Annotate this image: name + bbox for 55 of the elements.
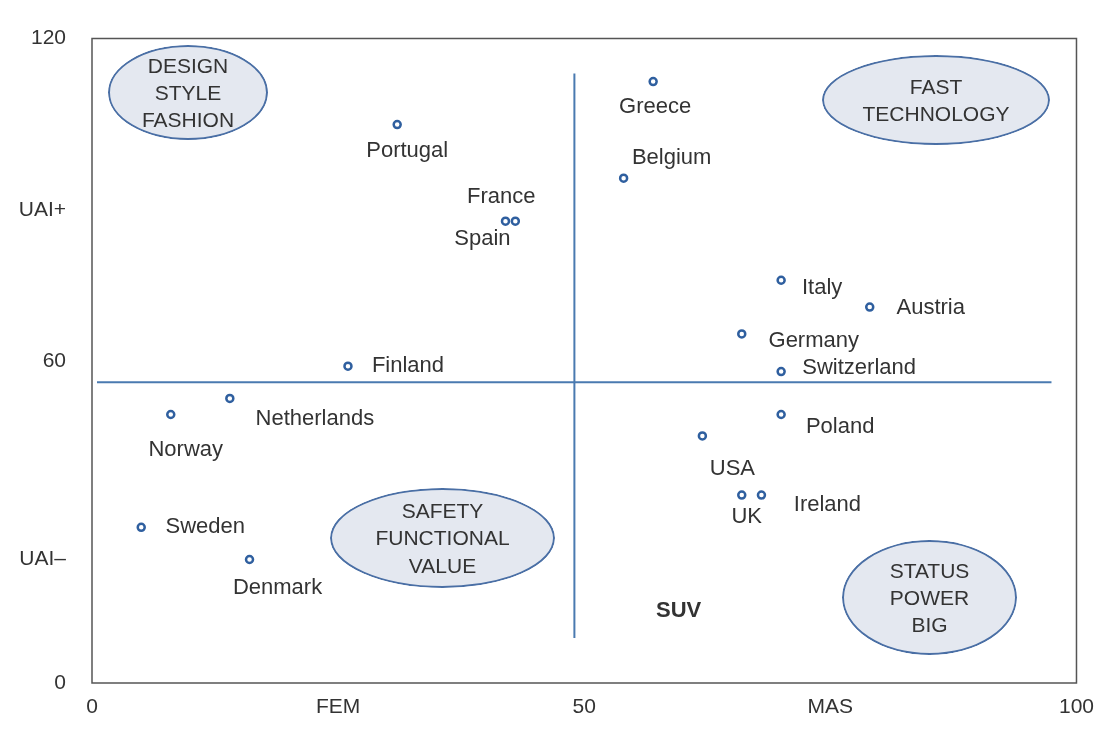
annotation: Finland — [371, 352, 445, 378]
annotation: STATUS POWER BIG — [889, 557, 970, 639]
point — [618, 173, 629, 183]
point — [776, 409, 786, 420]
point — [737, 329, 747, 339]
annotation: FAST TECHNOLOGY — [862, 73, 1010, 127]
annotation: USA — [709, 455, 756, 481]
point — [648, 76, 658, 87]
point — [756, 490, 767, 500]
annotation: SUV — [656, 597, 702, 623]
point — [343, 361, 353, 371]
annotation: Portugal — [366, 136, 449, 162]
point — [225, 393, 235, 404]
point — [697, 431, 708, 441]
annotation: Austria — [896, 294, 966, 320]
x-tick-label: 0 — [86, 694, 98, 718]
point — [500, 216, 511, 226]
oval-callout: DESIGN STYLE FASHION — [108, 45, 268, 140]
point — [510, 216, 521, 226]
annotation: Belgium — [631, 144, 712, 170]
point — [737, 490, 747, 500]
y-tick-label: UAI– — [19, 546, 67, 570]
y-tick-label: 60 — [42, 347, 66, 371]
annotation: Spain — [454, 225, 511, 251]
annotation: Switzerland — [802, 353, 916, 379]
annotation: Poland — [805, 412, 875, 438]
point — [776, 275, 786, 285]
annotation: SAFETY FUNCTIONAL VALUE — [375, 498, 510, 579]
oval-callout: STATUS POWER BIG — [842, 540, 1017, 655]
point — [136, 522, 146, 533]
point — [166, 409, 176, 420]
point — [864, 302, 875, 312]
annotation: Sweden — [165, 513, 245, 539]
oval-callout: FAST TECHNOLOGY — [822, 55, 1050, 145]
annotation: France — [467, 183, 536, 209]
point — [776, 366, 786, 377]
annotation: Netherlands — [255, 405, 375, 431]
point — [244, 554, 255, 565]
annotation: DESIGN STYLE FASHION — [141, 52, 235, 134]
x-tick-label: MAS — [807, 694, 854, 718]
y-tick-label: 0 — [54, 669, 66, 693]
x-tick-label: 50 — [572, 694, 596, 718]
annotation: Ireland — [793, 491, 862, 517]
annotation: Greece — [619, 92, 692, 118]
point — [392, 119, 402, 130]
annotation: Germany — [768, 327, 859, 353]
annotation: Norway — [148, 435, 224, 461]
x-tick-label: FEM — [315, 694, 361, 718]
oval-callout: SAFETY FUNCTIONAL VALUE — [330, 488, 555, 588]
y-tick-label: 120 — [30, 25, 66, 49]
x-tick-label: 100 — [1058, 694, 1094, 718]
annotation: Denmark — [232, 573, 324, 599]
annotation: UK — [731, 503, 763, 529]
annotation: Italy — [801, 274, 843, 300]
y-tick-label: UAI+ — [18, 197, 66, 221]
